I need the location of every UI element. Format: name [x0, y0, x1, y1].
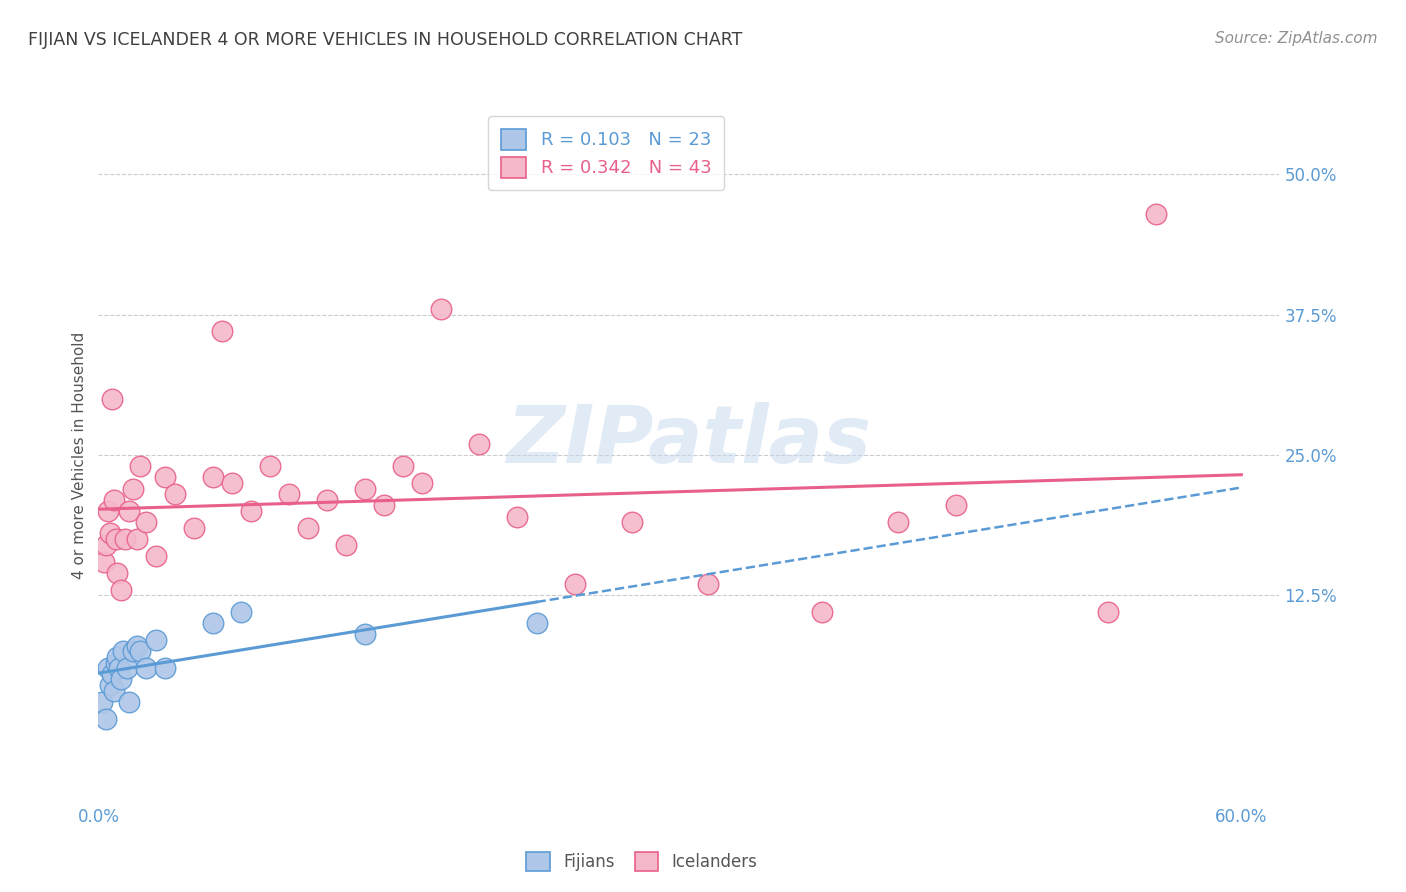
Point: [620, 515, 643, 529]
Point: [98, 526, 121, 541]
Point: [697, 577, 720, 591]
Point: [125, 532, 148, 546]
Point: [201, 470, 224, 484]
Point: [811, 605, 834, 619]
Point: [1097, 605, 1119, 619]
Point: [135, 515, 157, 529]
Point: [91, 695, 114, 709]
Point: [153, 470, 176, 484]
Point: [104, 656, 127, 670]
Point: [129, 644, 152, 658]
Point: [887, 515, 910, 529]
Point: [945, 499, 967, 513]
Point: [97, 661, 120, 675]
Point: [118, 695, 141, 709]
Point: [100, 666, 122, 681]
Point: [430, 301, 453, 316]
Point: [129, 459, 152, 474]
Point: [354, 482, 377, 496]
Point: [107, 566, 129, 580]
Point: [125, 639, 148, 653]
Point: [231, 605, 253, 619]
Point: [118, 504, 141, 518]
Point: [297, 521, 319, 535]
Point: [110, 582, 132, 597]
Point: [277, 487, 299, 501]
Point: [103, 683, 125, 698]
Point: [94, 712, 117, 726]
Point: [526, 616, 548, 631]
Point: [163, 487, 186, 501]
Point: [115, 661, 138, 675]
Point: [564, 577, 586, 591]
Point: [153, 661, 176, 675]
Point: [108, 661, 131, 675]
Point: [98, 678, 121, 692]
Point: [335, 538, 357, 552]
Point: [354, 627, 377, 641]
Point: [107, 649, 129, 664]
Point: [110, 673, 132, 687]
Point: [201, 616, 224, 631]
Text: FIJIAN VS ICELANDER 4 OR MORE VEHICLES IN HOUSEHOLD CORRELATION CHART: FIJIAN VS ICELANDER 4 OR MORE VEHICLES I…: [28, 31, 742, 49]
Point: [373, 499, 395, 513]
Point: [183, 521, 205, 535]
Point: [239, 504, 262, 518]
Text: Source: ZipAtlas.com: Source: ZipAtlas.com: [1215, 31, 1378, 46]
Point: [94, 538, 117, 552]
Point: [506, 509, 529, 524]
Point: [121, 482, 143, 496]
Point: [221, 475, 243, 490]
Y-axis label: 4 or more Vehicles in Household: 4 or more Vehicles in Household: [72, 331, 87, 579]
Point: [211, 325, 233, 339]
Point: [316, 492, 339, 507]
Point: [93, 555, 115, 569]
Point: [259, 459, 281, 474]
Point: [97, 504, 120, 518]
Point: [392, 459, 415, 474]
Point: [145, 633, 167, 648]
Point: [411, 475, 433, 490]
Point: [104, 532, 127, 546]
Point: [100, 392, 122, 406]
Point: [114, 532, 136, 546]
Point: [468, 436, 491, 450]
Legend: Fijians, Icelanders: Fijians, Icelanders: [520, 846, 763, 878]
Point: [103, 492, 125, 507]
Point: [145, 549, 167, 563]
Point: [135, 661, 157, 675]
Point: [1144, 207, 1167, 221]
Point: [112, 644, 135, 658]
Text: ZIPatlas: ZIPatlas: [506, 402, 872, 480]
Point: [121, 644, 143, 658]
